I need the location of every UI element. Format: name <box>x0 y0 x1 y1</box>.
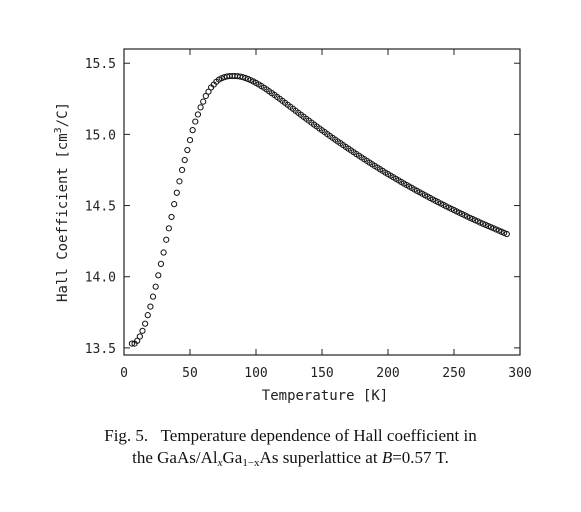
data-point <box>200 98 207 105</box>
data-point <box>139 327 146 334</box>
data-point <box>152 283 159 290</box>
x-tick-label: 100 <box>244 366 267 381</box>
data-point <box>173 189 180 196</box>
data-point <box>136 333 143 340</box>
data-point <box>155 272 162 279</box>
caption-line-2: the GaAs/AlxGa1−xAs superlattice at B=0.… <box>0 447 581 474</box>
x-tick-label: 150 <box>310 366 333 381</box>
data-point <box>149 293 157 300</box>
data-point <box>163 236 170 243</box>
data-point <box>239 74 246 81</box>
y-tick-label: 13.5 <box>85 342 116 357</box>
caption-line-2-b: Ga <box>222 448 243 467</box>
y-axis-label-main: Hall Coefficient [cm <box>55 133 71 302</box>
caption-line-2-c: As superlattice at <box>259 448 382 467</box>
figure-caption: Fig. 5. Temperature dependence of Hall c… <box>0 425 581 474</box>
data-point <box>168 213 175 221</box>
data-point <box>147 303 154 310</box>
y-axis-label-end: /C] <box>55 102 71 127</box>
x-tick-label: 50 <box>182 366 198 381</box>
data-point <box>503 230 510 238</box>
data-point <box>194 111 202 118</box>
data-point <box>128 340 136 347</box>
y-axis-label-sup: 3 <box>53 127 64 133</box>
data-point <box>144 312 151 319</box>
x-axis-label: Temperature [K] <box>262 388 388 404</box>
data-point <box>205 88 212 95</box>
caption-line-2-a: the GaAs/Al <box>132 448 218 467</box>
hall-coefficient-chart: 0 50 100 150 200 250 300 13.514.014.515.015.5 … <box>53 48 532 404</box>
caption-field-symbol: B <box>381 448 393 467</box>
data-point <box>171 201 178 208</box>
x-axis-ticks: 0 50 100 150 200 250 300 <box>120 49 532 381</box>
y-tick-label: 15.5 <box>85 57 116 72</box>
data-point <box>189 127 196 134</box>
plot-frame <box>123 48 521 356</box>
data-point <box>197 104 204 111</box>
data-point <box>157 260 165 268</box>
data-point <box>142 320 149 327</box>
y-tick-label: 14.5 <box>85 200 116 215</box>
data-point <box>134 337 141 344</box>
caption-sub-x: x <box>217 457 223 469</box>
x-tick-label: 250 <box>442 366 465 381</box>
data-point <box>178 166 186 174</box>
data-points <box>128 72 510 347</box>
y-axis-label: Hall Coefficient [cm3/C] <box>53 102 71 302</box>
y-axis-ticks: 13.5 14.0 14.5 15.0 15.5 <box>85 57 520 357</box>
caption-sub-1-x: 1−x <box>242 457 260 469</box>
x-tick-label: 300 <box>508 366 531 381</box>
x-tick-label: 200 <box>376 366 399 381</box>
data-point <box>176 178 183 185</box>
data-point <box>160 249 167 256</box>
x-tick-label: 0 <box>120 366 128 381</box>
data-point <box>165 225 172 232</box>
caption-line-1: Fig. 5. Temperature dependence of Hall c… <box>104 426 477 445</box>
y-tick-label: 14.0 <box>85 271 116 286</box>
data-point <box>184 146 191 154</box>
caption-line-2-d: =0.57 T. <box>392 448 449 467</box>
y-tick-label: 15.0 <box>85 128 116 143</box>
data-point <box>202 92 209 100</box>
data-point <box>192 118 199 125</box>
data-point <box>181 156 188 164</box>
data-point <box>186 136 194 144</box>
